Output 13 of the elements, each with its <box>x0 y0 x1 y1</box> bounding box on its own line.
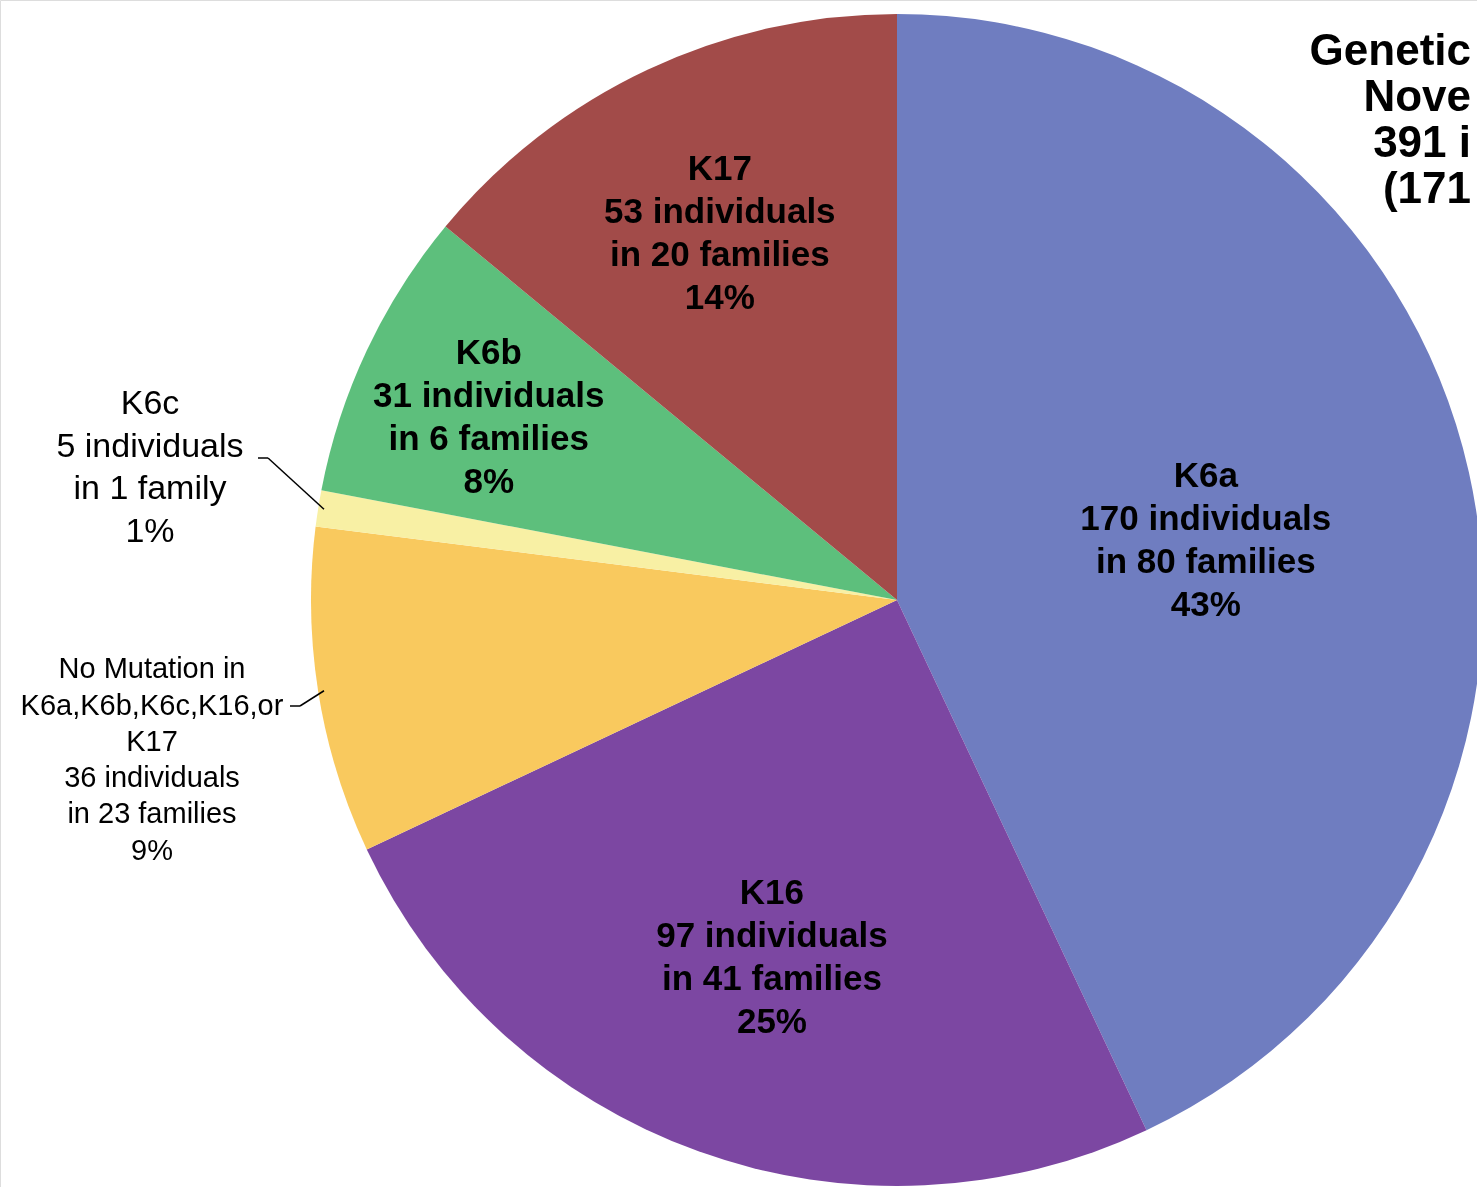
slice-label: K16 <box>739 871 805 911</box>
data-label: 53 individuals in 20 families 14% <box>604 191 836 317</box>
data-label: 36 individuals in 23 families 9% <box>64 761 240 866</box>
data-label: 97 individuals in 41 families 25% <box>656 914 888 1040</box>
slice-label: K6a <box>1173 455 1239 495</box>
slice-label: K6b <box>455 332 522 372</box>
data-label: 5 individuals in 1 family 1% <box>56 425 244 549</box>
text: Genetic Nove 391 i (171 <box>1309 25 1471 212</box>
data-label: 31 individuals in 6 families 8% <box>372 375 605 501</box>
data-label: 170 individuals in 80 families 43% <box>1080 498 1332 624</box>
slice-label: K17 <box>687 148 752 188</box>
slice-label: No Mutation in K6a,K6b,K6c,K16,or K17 <box>20 652 284 757</box>
slice-label: K6c <box>120 383 180 422</box>
